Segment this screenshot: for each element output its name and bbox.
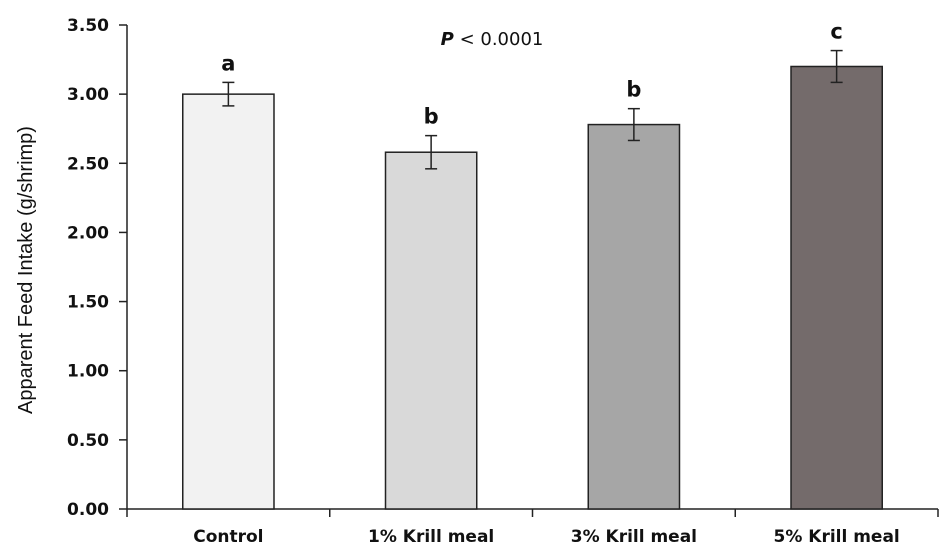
y-tick-label: 0.50 bbox=[67, 431, 109, 451]
y-tick-label: 3.00 bbox=[67, 85, 109, 105]
y-tick-label: 2.50 bbox=[67, 154, 109, 174]
bars: a b b c bbox=[182, 20, 883, 510]
x-tick-label: 3% Krill meal bbox=[571, 527, 697, 547]
bar bbox=[182, 93, 275, 510]
bar bbox=[790, 65, 883, 510]
x-tick-label: 1% Krill meal bbox=[368, 527, 494, 547]
y-tick-label: 2.00 bbox=[67, 223, 109, 243]
p-value-text: < 0.0001 bbox=[454, 29, 544, 50]
significance-letter: b bbox=[626, 78, 641, 102]
significance-letter: b bbox=[424, 105, 439, 129]
y-axis: 0.00 0.50 1.00 1.50 2.00 2.50 3.00 3.50 bbox=[67, 16, 128, 520]
bar bbox=[587, 123, 681, 510]
bar bbox=[384, 151, 478, 510]
y-tick-label: 1.50 bbox=[67, 293, 109, 313]
y-tick-label: 1.00 bbox=[67, 362, 109, 382]
p-value-symbol: P bbox=[441, 29, 454, 50]
y-tick-label: 3.50 bbox=[67, 16, 109, 36]
x-tick-label: Control bbox=[193, 527, 263, 547]
x-tick-label: 5% Krill meal bbox=[773, 527, 899, 547]
y-tick-label: 0.00 bbox=[67, 500, 109, 520]
significance-letter: c bbox=[830, 20, 842, 44]
significance-letter: a bbox=[221, 51, 235, 75]
p-value-annotation: P < 0.0001 bbox=[441, 29, 544, 50]
x-axis: Control 1% Krill meal 3% Krill meal 5% Kril… bbox=[126, 508, 939, 547]
y-axis-label: Apparent Feed Intake (g/shrimp) bbox=[15, 126, 37, 414]
